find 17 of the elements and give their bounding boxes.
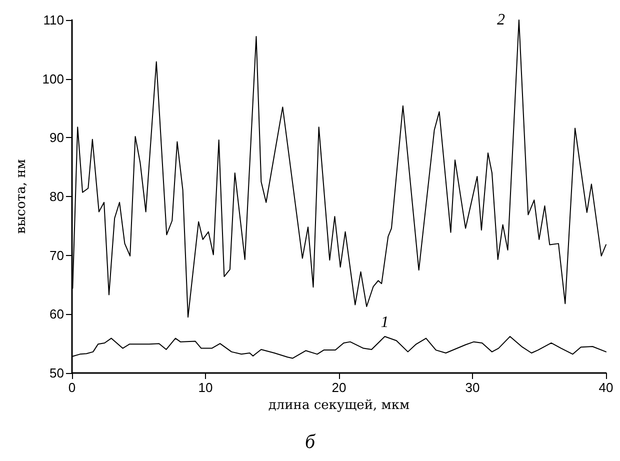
text: б [304,431,316,453]
x-tick-label: 0 [68,380,76,395]
x-tick-label: 30 [465,380,480,395]
y-tick-label: 110 [43,12,64,28]
series-label: 2 [496,12,505,28]
y-tick-label: 90 [50,130,64,146]
x-tick-label: 40 [598,380,614,395]
x-tick-label: 20 [332,380,346,395]
y-tick-label: 60 [50,306,64,322]
series-label: 1 [380,314,389,332]
x-tick-label: 10 [198,380,213,395]
y-tick-label: 70 [50,248,64,263]
y-axis-title: высота, нм [14,159,29,234]
y-tick-label: 100 [42,71,64,86]
x-axis-title: длина секущей, мкм [268,398,410,413]
y-tick-label: 80 [50,189,64,204]
y-tick-label: 50 [50,366,64,380]
